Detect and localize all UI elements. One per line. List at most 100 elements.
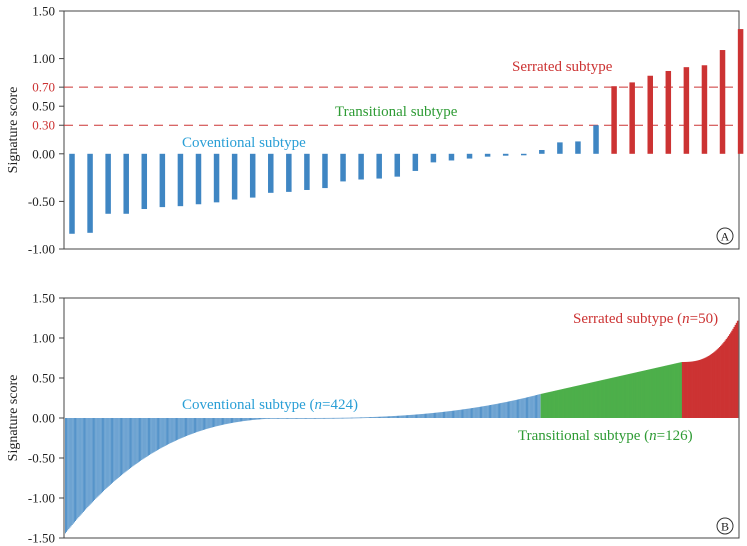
panel-b-bar bbox=[228, 418, 230, 424]
panel-b-bar bbox=[285, 418, 287, 419]
panel-b-bar bbox=[577, 385, 580, 418]
panel-b-bar bbox=[675, 363, 677, 418]
panel-b-bar bbox=[97, 418, 99, 497]
panel-b-bar bbox=[373, 416, 375, 418]
panel-b-bar bbox=[361, 417, 362, 419]
panel-b-bar bbox=[430, 413, 432, 418]
panel-b-bar bbox=[656, 367, 658, 418]
panel-b-bar bbox=[597, 380, 600, 418]
panel-b-bar bbox=[358, 417, 360, 419]
panel-b-bar bbox=[519, 399, 521, 418]
panel-b-bar bbox=[735, 322, 738, 418]
panel-b-bar bbox=[402, 415, 404, 418]
panel-b-bar bbox=[85, 418, 87, 510]
panel-b-bar bbox=[538, 394, 540, 418]
panel-b-bar bbox=[208, 418, 210, 429]
panel-b-bar bbox=[163, 418, 165, 447]
panel-b-bar bbox=[554, 390, 556, 418]
panel-b-bar bbox=[145, 418, 147, 458]
panel-b-bar bbox=[176, 418, 177, 441]
panel-b-bar bbox=[331, 417, 333, 419]
panel-a-frame bbox=[63, 10, 740, 250]
panel-b-bar bbox=[264, 418, 266, 419]
panel-b-bar bbox=[289, 418, 291, 419]
panel-b-bar bbox=[143, 418, 145, 459]
panel-b-bar bbox=[543, 393, 546, 418]
panel-b-bar bbox=[189, 418, 191, 435]
panel-a-bars bbox=[69, 29, 744, 234]
panel-b-bar bbox=[648, 369, 650, 418]
panel-b-bar bbox=[160, 418, 162, 449]
panel-a-bar bbox=[376, 153, 382, 179]
panel-b-bar bbox=[706, 356, 709, 418]
panel-b-bar bbox=[549, 391, 552, 418]
panel-b-bar bbox=[589, 382, 592, 418]
panel-b-bar bbox=[477, 407, 479, 418]
panel-b-bar bbox=[88, 418, 90, 506]
panel-b-bar bbox=[79, 418, 81, 516]
panel-b-bar bbox=[457, 410, 459, 418]
panel-b-bar bbox=[629, 373, 631, 418]
panel-b-bar bbox=[533, 395, 535, 418]
panel-b-bar bbox=[112, 418, 113, 483]
panel-b-bar bbox=[517, 399, 518, 418]
panel-b-bar bbox=[126, 418, 128, 471]
panel-b-bar bbox=[308, 417, 310, 419]
panel-b-bar bbox=[291, 418, 293, 419]
panel-b-bar bbox=[352, 417, 354, 419]
panel-b-bar bbox=[270, 418, 272, 419]
panel-b-bar bbox=[227, 418, 229, 424]
panel-b-bar bbox=[70, 418, 72, 527]
panel-b-bar bbox=[211, 418, 213, 428]
panel-b-bar bbox=[158, 418, 159, 450]
panel-b-bar bbox=[534, 395, 536, 418]
panel-b-bar bbox=[84, 418, 85, 511]
panel-b-bar bbox=[91, 418, 93, 503]
panel-b-bar bbox=[419, 414, 421, 418]
panel-b-bar bbox=[151, 418, 153, 454]
panel-b-bar bbox=[699, 359, 702, 418]
panel-b-bar bbox=[324, 417, 325, 419]
panel-b-bar bbox=[276, 418, 278, 419]
panel-b-bar bbox=[235, 418, 237, 423]
panel-b-bar bbox=[311, 417, 313, 419]
panel-a-y-tick-label: 1.00 bbox=[32, 51, 55, 66]
panel-b-bar bbox=[170, 418, 172, 444]
panel-b-bar bbox=[521, 398, 523, 418]
panel-b-bar bbox=[302, 418, 304, 419]
panel-b: 1.50 1.00 0.50 0.00 -0.50 -1.00 -1.50 Signatur… bbox=[6, 291, 740, 546]
panel-a-bar bbox=[159, 153, 166, 208]
panel-b-bar bbox=[678, 362, 681, 418]
panel-b-bar bbox=[436, 412, 438, 418]
panel-b-bar bbox=[310, 417, 312, 419]
panel-b-bar bbox=[232, 418, 234, 423]
panel-b-bar bbox=[110, 418, 112, 484]
panel-b-bar bbox=[564, 388, 566, 418]
panel-b-bar bbox=[607, 378, 610, 418]
panel-b-bar bbox=[199, 418, 201, 432]
panel-a-y-tick-label: 0.70 bbox=[32, 80, 55, 95]
panel-b-bar bbox=[451, 410, 453, 418]
panel-b-bar bbox=[314, 417, 315, 419]
panel-b-bar bbox=[621, 375, 623, 418]
panel-b-bar bbox=[113, 418, 115, 482]
panel-b-bar bbox=[329, 417, 331, 419]
panel-b-letter: B bbox=[721, 520, 729, 534]
panel-b-bar bbox=[148, 418, 149, 456]
panel-b-bar bbox=[580, 384, 583, 418]
panel-b-bar bbox=[478, 406, 480, 418]
panel-b-bar bbox=[685, 361, 687, 418]
panel-b-bar bbox=[400, 415, 402, 418]
panel-b-bar bbox=[382, 416, 384, 418]
panel-b-bar bbox=[134, 418, 136, 465]
panel-b-bar bbox=[215, 418, 217, 427]
panel-b-bar bbox=[522, 398, 524, 418]
panel-b-bar bbox=[679, 362, 682, 418]
panel-a-serrated-label: Serrated subtype bbox=[512, 59, 613, 75]
panel-b-bar bbox=[303, 417, 305, 419]
panel-b-bar bbox=[335, 417, 337, 419]
panel-b-bar bbox=[661, 366, 664, 418]
panel-b-bar bbox=[161, 418, 163, 448]
panel-b-bar bbox=[188, 418, 190, 436]
panel-a-bar bbox=[484, 153, 491, 157]
